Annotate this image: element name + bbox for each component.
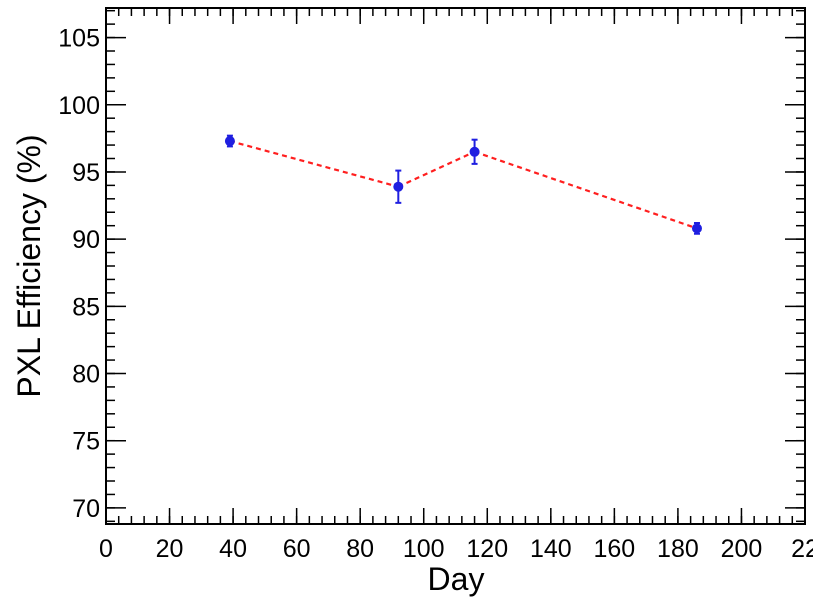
data-point — [224, 136, 235, 147]
x-tick-label: 22 — [791, 535, 813, 563]
y-tick-label: 100 — [58, 92, 100, 120]
data-point — [469, 146, 480, 157]
x-tick-label: 180 — [657, 535, 699, 563]
series-line-segment — [229, 139, 399, 188]
series-line-segment — [397, 150, 476, 188]
x-tick-label: 120 — [466, 535, 508, 563]
x-tick-label: 200 — [721, 535, 763, 563]
x-axis: 0 20 40 60 80 100 120 140 160 180 200 22 — [99, 8, 813, 563]
x-tick-label: 60 — [283, 535, 311, 563]
x-tick-label: 160 — [594, 535, 636, 563]
y-tick-label: 75 — [72, 428, 100, 456]
x-tick-label: 100 — [403, 535, 445, 563]
x-tick-label: 80 — [346, 535, 374, 563]
y-axis: 70 75 80 85 90 95 100 105 — [58, 9, 805, 523]
y-tick-label: 70 — [72, 495, 100, 523]
data-point — [393, 181, 404, 192]
x-tick-label: 0 — [99, 535, 113, 563]
x-tick-label: 20 — [156, 535, 184, 563]
y-tick-label: 85 — [72, 293, 100, 321]
x-tick-label: 40 — [219, 535, 247, 563]
plot-frame — [105, 7, 806, 525]
x-tick-label: 140 — [530, 535, 572, 563]
data-point — [691, 223, 702, 234]
y-axis-title: PXL Efficiency (%) — [11, 134, 47, 397]
y-tick-label: 80 — [72, 361, 100, 389]
series-line-segment — [474, 150, 698, 230]
y-tick-label: 90 — [72, 226, 100, 254]
y-tick-label: 105 — [58, 25, 100, 53]
x-axis-title: Day — [428, 561, 485, 597]
series-layer — [224, 134, 702, 235]
y-tick-label: 95 — [72, 159, 100, 187]
